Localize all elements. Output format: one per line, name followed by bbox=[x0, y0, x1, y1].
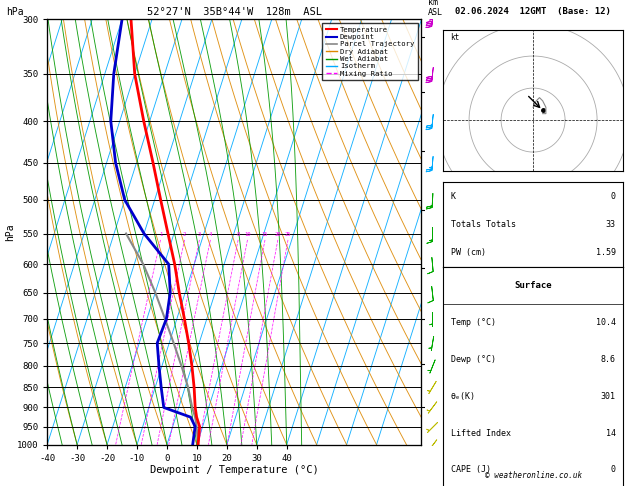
Text: 02.06.2024  12GMT  (Base: 12): 02.06.2024 12GMT (Base: 12) bbox=[455, 6, 611, 16]
X-axis label: Dewpoint / Temperature (°C): Dewpoint / Temperature (°C) bbox=[150, 466, 319, 475]
Text: 1.59: 1.59 bbox=[596, 248, 616, 257]
Text: PW (cm): PW (cm) bbox=[450, 248, 486, 257]
Text: 15: 15 bbox=[262, 232, 268, 237]
Text: 10: 10 bbox=[244, 232, 251, 237]
Text: Dewp (°C): Dewp (°C) bbox=[450, 355, 496, 364]
Text: hPa: hPa bbox=[6, 7, 24, 17]
Text: kt: kt bbox=[450, 33, 459, 42]
Text: 0: 0 bbox=[611, 192, 616, 201]
Title: 52°27'N  35B°44'W  128m  ASL: 52°27'N 35B°44'W 128m ASL bbox=[147, 7, 322, 17]
Legend: Temperature, Dewpoint, Parcel Trajectory, Dry Adiabat, Wet Adiabat, Isotherm, Mi: Temperature, Dewpoint, Parcel Trajectory… bbox=[323, 23, 418, 81]
Text: Lifted Index: Lifted Index bbox=[450, 429, 511, 437]
Text: 10.4: 10.4 bbox=[596, 318, 616, 327]
Text: K: K bbox=[450, 192, 455, 201]
Text: km
ASL: km ASL bbox=[428, 0, 443, 17]
Text: θₑ(K): θₑ(K) bbox=[450, 392, 476, 400]
Text: Totals Totals: Totals Totals bbox=[450, 220, 516, 229]
Text: 25: 25 bbox=[285, 232, 291, 237]
Text: 33: 33 bbox=[606, 220, 616, 229]
Text: 1: 1 bbox=[159, 232, 162, 237]
Text: 8.6: 8.6 bbox=[601, 355, 616, 364]
Text: 4: 4 bbox=[209, 232, 212, 237]
Text: 20: 20 bbox=[275, 232, 281, 237]
Text: 0: 0 bbox=[611, 466, 616, 474]
Text: CAPE (J): CAPE (J) bbox=[450, 466, 491, 474]
Text: © weatheronline.co.uk: © weatheronline.co.uk bbox=[484, 471, 582, 480]
Text: 8: 8 bbox=[237, 232, 240, 237]
Text: 3: 3 bbox=[198, 232, 201, 237]
Y-axis label: hPa: hPa bbox=[5, 223, 15, 241]
Text: Surface: Surface bbox=[515, 281, 552, 290]
Y-axis label: Mixing Ratio (g/kg): Mixing Ratio (g/kg) bbox=[446, 185, 455, 279]
Text: Temp (°C): Temp (°C) bbox=[450, 318, 496, 327]
Text: 2: 2 bbox=[183, 232, 186, 237]
Text: 301: 301 bbox=[601, 392, 616, 400]
Text: LCL: LCL bbox=[426, 426, 440, 435]
Text: 14: 14 bbox=[606, 429, 616, 437]
